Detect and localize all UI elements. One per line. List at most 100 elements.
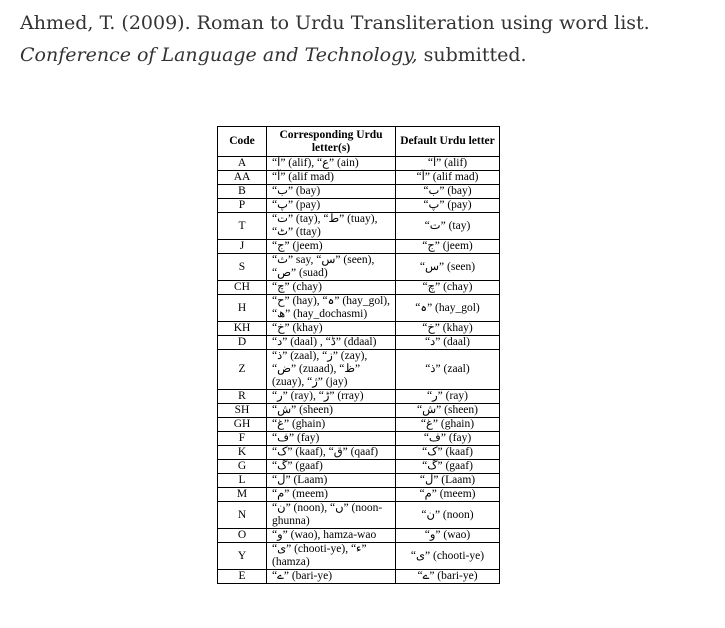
table-row: K “ک” (kaaf), “ق” (qaaf) “ک” (kaaf) bbox=[217, 445, 500, 460]
corresponding-letters-cell: “ن” (noon), “ں” (noon-ghunna) bbox=[266, 501, 396, 529]
code-cell: G bbox=[217, 459, 267, 474]
transliteration-table: Code Corresponding Urdu letter(s) Defaul… bbox=[217, 126, 500, 584]
code-cell: D bbox=[217, 335, 267, 350]
corresponding-letters-cell: “چ” (chay) bbox=[266, 280, 396, 295]
default-letter-cell: “و” (wao) bbox=[395, 528, 500, 543]
table-row: KH “خ” (khay) “خ” (khay) bbox=[217, 321, 500, 336]
table-row: G “گ” (gaaf) “گ” (gaaf) bbox=[217, 459, 500, 474]
default-letter-cell: “ن” (noon) bbox=[395, 501, 500, 529]
corresponding-letters-cell: “ذ” (zaal), “ز” (zay), “ض” (zuaad), “ظ” … bbox=[266, 349, 396, 390]
code-cell: K bbox=[217, 445, 267, 460]
default-letter-cell: “س” (seen) bbox=[395, 253, 500, 281]
default-letter-cell: “ک” (kaaf) bbox=[395, 445, 500, 460]
corresponding-letters-cell: “ث” say, “س” (seen), “ص” (suad) bbox=[266, 253, 396, 281]
corresponding-letters-cell: “ت” (tay), “ط” (tuay), “ٹ” (ttay) bbox=[266, 212, 396, 240]
corresponding-letters-cell: “د” (daal) , “ڈ” (ddaal) bbox=[266, 335, 396, 350]
default-letter-cell: “د” (daal) bbox=[395, 335, 500, 350]
corresponding-letters-cell: “ب” (bay) bbox=[266, 184, 396, 199]
default-letter-cell: “ہ” (hay_gol) bbox=[395, 294, 500, 322]
default-letter-cell: “ر” (ray) bbox=[395, 389, 500, 404]
code-cell: F bbox=[217, 431, 267, 446]
table-row: O “و” (wao), hamza-wao “و” (wao) bbox=[217, 528, 500, 543]
corresponding-letters-cell: “ح” (hay), “ہ” (hay_gol), “ھ” (hay_docha… bbox=[266, 294, 396, 322]
citation-title: Ahmed, T. (2009). Roman to Urdu Translit… bbox=[20, 12, 650, 34]
table-row: M “م” (meem) “م” (meem) bbox=[217, 487, 500, 502]
code-cell: SH bbox=[217, 403, 267, 418]
citation: Ahmed, T. (2009). Roman to Urdu Translit… bbox=[20, 7, 710, 71]
header-code: Code bbox=[217, 126, 267, 157]
default-letter-cell: “ے” (bari-ye) bbox=[395, 569, 500, 584]
default-letter-cell: “ل” (Laam) bbox=[395, 473, 500, 488]
default-letter-cell: “خ” (khay) bbox=[395, 321, 500, 336]
code-cell: L bbox=[217, 473, 267, 488]
default-letter-cell: “ی” (chooti-ye) bbox=[395, 542, 500, 570]
table-row: R “ر” (ray), “ڑ” (rray) “ر” (ray) bbox=[217, 389, 500, 404]
table-row: Y “ی” (chooti-ye), “ء” (hamza) “ی” (chooti… bbox=[217, 542, 500, 570]
code-cell: GH bbox=[217, 417, 267, 432]
table-row: AA “آ” (alif mad) “آ” (alif mad) bbox=[217, 170, 500, 185]
default-letter-cell: “م” (meem) bbox=[395, 487, 500, 502]
corresponding-letters-cell: “آ” (alif mad) bbox=[266, 170, 396, 185]
default-letter-cell: “ذ” (zaal) bbox=[395, 349, 500, 390]
code-cell: P bbox=[217, 198, 267, 213]
code-cell: E bbox=[217, 569, 267, 584]
code-cell: CH bbox=[217, 280, 267, 295]
table-row: T “ت” (tay), “ط” (tuay), “ٹ” (ttay) “ت” (t… bbox=[217, 212, 500, 240]
code-cell: Z bbox=[217, 349, 267, 390]
table-row: F “ف” (fay) “ف” (fay) bbox=[217, 431, 500, 446]
default-letter-cell: “ش” (sheen) bbox=[395, 403, 500, 418]
code-cell: R bbox=[217, 389, 267, 404]
corresponding-letters-cell: “خ” (khay) bbox=[266, 321, 396, 336]
corresponding-letters-cell: “پ” (pay) bbox=[266, 198, 396, 213]
table-row: P “پ” (pay) “پ” (pay) bbox=[217, 198, 500, 213]
code-cell: Y bbox=[217, 542, 267, 570]
default-letter-cell: “چ” (chay) bbox=[395, 280, 500, 295]
corresponding-letters-cell: “غ” (ghain) bbox=[266, 417, 396, 432]
corresponding-letters-cell: “ر” (ray), “ڑ” (rray) bbox=[266, 389, 396, 404]
corresponding-letters-cell: “ے” (bari-ye) bbox=[266, 569, 396, 584]
table-row: B “ب” (bay) “ب” (bay) bbox=[217, 184, 500, 199]
default-letter-cell: “ب” (bay) bbox=[395, 184, 500, 199]
default-letter-cell: “غ” (ghain) bbox=[395, 417, 500, 432]
corresponding-letters-cell: “ک” (kaaf), “ق” (qaaf) bbox=[266, 445, 396, 460]
table-row: E “ے” (bari-ye) “ے” (bari-ye) bbox=[217, 569, 500, 584]
table-row: SH “ش” (sheen) “ش” (sheen) bbox=[217, 403, 500, 418]
code-cell: J bbox=[217, 239, 267, 254]
corresponding-letters-cell: “ل” (Laam) bbox=[266, 473, 396, 488]
corresponding-letters-cell: “و” (wao), hamza-wao bbox=[266, 528, 396, 543]
corresponding-letters-cell: “ش” (sheen) bbox=[266, 403, 396, 418]
default-letter-cell: “ت” (tay) bbox=[395, 212, 500, 240]
corresponding-letters-cell: “ف” (fay) bbox=[266, 431, 396, 446]
default-letter-cell: “ج” (jeem) bbox=[395, 239, 500, 254]
corresponding-letters-cell: “م” (meem) bbox=[266, 487, 396, 502]
code-cell: S bbox=[217, 253, 267, 281]
code-cell: O bbox=[217, 528, 267, 543]
table-row: S “ث” say, “س” (seen), “ص” (suad) “س” (see… bbox=[217, 253, 500, 281]
table-row: D “د” (daal) , “ڈ” (ddaal) “د” (daal) bbox=[217, 335, 500, 350]
default-letter-cell: “ا” (alif) bbox=[395, 156, 500, 171]
code-cell: N bbox=[217, 501, 267, 529]
code-cell: KH bbox=[217, 321, 267, 336]
default-letter-cell: “پ” (pay) bbox=[395, 198, 500, 213]
header-default: Default Urdu letter bbox=[395, 126, 500, 157]
code-cell: M bbox=[217, 487, 267, 502]
header-corresponding: Corresponding Urdu letter(s) bbox=[266, 126, 396, 157]
code-cell: AA bbox=[217, 170, 267, 185]
citation-status: submitted. bbox=[417, 44, 527, 66]
table-header-row: Code Corresponding Urdu letter(s) Defaul… bbox=[217, 126, 500, 157]
table-row: N “ن” (noon), “ں” (noon-ghunna) “ن” (noon) bbox=[217, 501, 500, 529]
table-row: H “ح” (hay), “ہ” (hay_gol), “ھ” (hay_doch… bbox=[217, 294, 500, 322]
table-row: A “ا” (alif), “ع” (ain) “ا” (alif) bbox=[217, 156, 500, 171]
corresponding-letters-cell: “گ” (gaaf) bbox=[266, 459, 396, 474]
table-row: GH “غ” (ghain) “غ” (ghain) bbox=[217, 417, 500, 432]
table-row: CH “چ” (chay) “چ” (chay) bbox=[217, 280, 500, 295]
corresponding-letters-cell: “ی” (chooti-ye), “ء” (hamza) bbox=[266, 542, 396, 570]
code-cell: B bbox=[217, 184, 267, 199]
default-letter-cell: “آ” (alif mad) bbox=[395, 170, 500, 185]
table-figure: Code Corresponding Urdu letter(s) Defaul… bbox=[217, 126, 500, 597]
table-row: Z “ذ” (zaal), “ز” (zay), “ض” (zuaad), “ظ”… bbox=[217, 349, 500, 390]
code-cell: A bbox=[217, 156, 267, 171]
table-row: L “ل” (Laam) “ل” (Laam) bbox=[217, 473, 500, 488]
citation-venue: Conference of Language and Technology, bbox=[20, 44, 418, 66]
corresponding-letters-cell: “ا” (alif), “ع” (ain) bbox=[266, 156, 396, 171]
